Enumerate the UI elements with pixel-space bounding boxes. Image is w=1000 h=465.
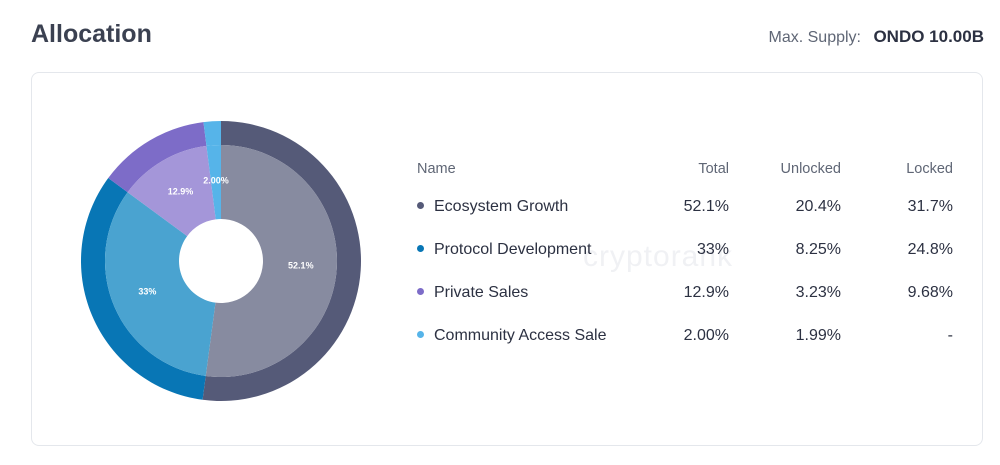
legend-dot-icon [417,244,424,252]
legend-dot-icon [417,287,424,295]
header-unlocked: Unlocked [780,160,841,177]
row-name: Community Access Sale [434,326,607,344]
row-unlocked: 8.25% [795,240,841,258]
max-supply-label: Max. Supply: [768,29,861,46]
slice-inner-community-access-sale[interactable] [206,145,221,220]
row-locked: 31.7% [907,197,953,215]
page-title: Allocation [31,20,152,48]
max-supply-value: ONDO 10.00B [873,27,984,46]
slice-outer-ecosystem-growth[interactable] [202,121,361,401]
row-total: 52.1% [683,197,729,215]
slice-inner-ecosystem-growth[interactable] [205,145,338,378]
header-locked: Locked [906,160,953,177]
header-total: Total [698,160,729,177]
header-name: Name [417,160,456,177]
max-supply: Max. Supply: ONDO 10.00B [769,27,984,47]
slice-outer-private-sales[interactable] [108,122,207,193]
row-total: 33% [696,240,729,258]
legend-dot-icon [417,330,424,338]
slice-label-community-access-sale: 2.00% [203,176,229,186]
allocation-donut-chart: 52.1% 33% 12.9% 2.00% [81,121,361,401]
row-locked: - [947,326,953,344]
table-header-row: Name Total Unlocked Locked [412,152,953,185]
row-locked: 24.8% [907,240,953,258]
slice-label-private-sales: 12.9% [168,186,194,196]
slice-outer-protocol-development[interactable] [81,178,206,400]
row-total: 12.9% [683,283,729,301]
row-unlocked: 3.23% [795,283,841,301]
slice-inner-private-sales[interactable] [127,145,216,237]
allocation-table: Name Total Unlocked Locked Ecosystem Gro… [412,152,953,357]
row-unlocked: 1.99% [795,326,841,344]
legend-dot-icon [417,201,424,209]
table-row[interactable]: Community Access Sale 2.00% 1.99% - [412,314,953,357]
slice-inner-protocol-development[interactable] [104,192,216,376]
table-row[interactable]: Private Sales 12.9% 3.23% 9.68% [412,271,953,314]
table-row[interactable]: Protocol Development 33% 8.25% 24.8% [412,228,953,271]
row-name: Ecosystem Growth [434,197,569,215]
row-unlocked: 20.4% [795,197,841,215]
slice-label-ecosystem-growth: 52.1% [288,261,314,271]
row-name: Private Sales [434,283,529,301]
slice-label-protocol-development: 33% [138,287,156,297]
row-total: 2.00% [683,326,729,344]
table-row[interactable]: Ecosystem Growth 52.1% 20.4% 31.7% [412,185,953,228]
row-name: Protocol Development [434,240,592,258]
slice-outer-community-access-sale[interactable] [203,121,221,146]
row-locked: 9.68% [907,283,953,301]
